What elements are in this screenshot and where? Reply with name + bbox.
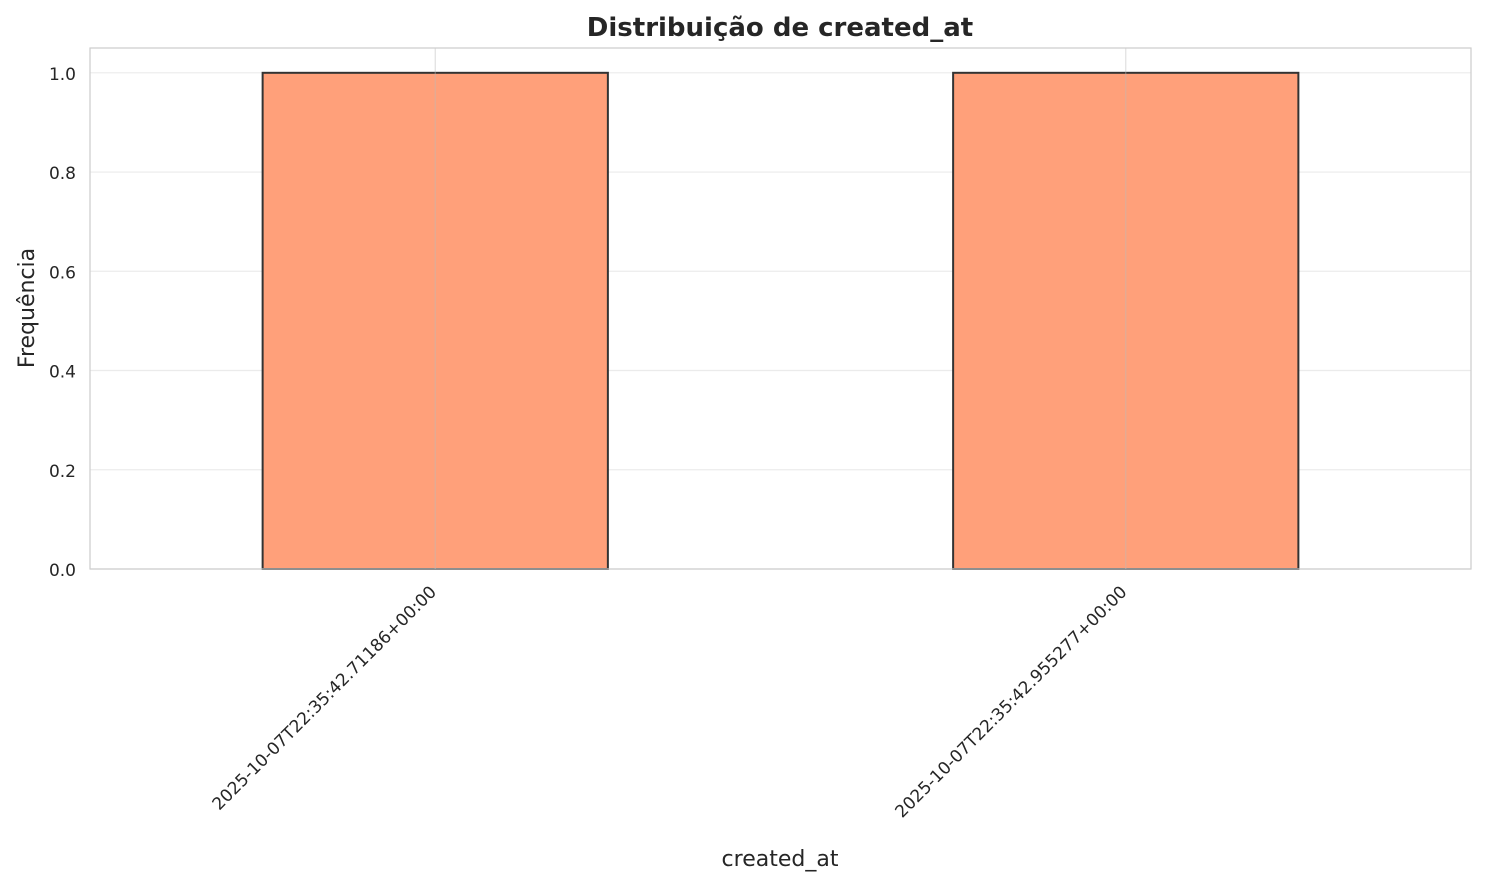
- y-tick-label: 0.0: [49, 561, 76, 581]
- y-tick-label: 1.0: [49, 65, 76, 85]
- x-tick-label: 2025-10-07T22:35:42.955277+00:00: [892, 582, 1132, 822]
- plot-area-frame: [89, 47, 1472, 570]
- y-tick-label: 0.6: [49, 263, 76, 283]
- chart-title: Distribuição de created_at: [587, 13, 973, 43]
- y-tick-label: 0.2: [49, 462, 76, 482]
- bar: [952, 71, 1300, 571]
- vertical-grid-lines: [434, 48, 1127, 569]
- x-axis-ticks: 2025-10-07T22:35:42.71186+00:00 2025-10-0…: [209, 582, 1132, 822]
- x-axis-label: created_at: [722, 847, 839, 872]
- y-tick-label: 0.8: [49, 164, 76, 184]
- y-axis-ticks: 0.0 0.2 0.4 0.6 0.8 1.0: [49, 65, 76, 581]
- bars: [261, 71, 1300, 571]
- bar: [261, 71, 609, 571]
- x-tick-label: 2025-10-07T22:35:42.71186+00:00: [209, 582, 441, 814]
- y-axis-label: Frequência: [15, 248, 40, 368]
- y-tick-label: 0.4: [49, 363, 76, 383]
